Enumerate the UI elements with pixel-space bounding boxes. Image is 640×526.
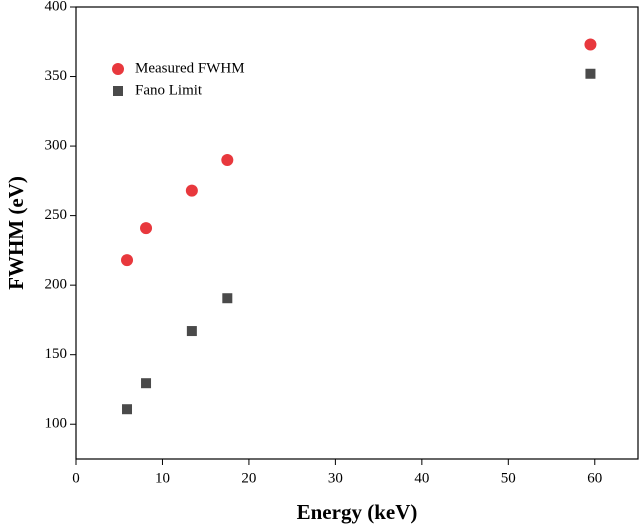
- y-tick-label: 250: [45, 207, 68, 223]
- x-tick-label: 0: [72, 470, 80, 486]
- x-tick-label: 40: [414, 470, 429, 486]
- data-point: [140, 222, 153, 235]
- data-point: [186, 326, 197, 337]
- data-point: [585, 68, 596, 79]
- y-tick-label: 150: [45, 346, 68, 362]
- y-tick-label: 100: [45, 416, 68, 432]
- y-tick-label: 200: [45, 277, 68, 293]
- x-tick-label: 60: [587, 470, 602, 486]
- x-axis-title: Energy (keV): [297, 500, 418, 524]
- legend-marker: [113, 86, 123, 96]
- plot-frame: [75, 6, 639, 460]
- y-tick-label: 350: [45, 68, 68, 84]
- data-point: [121, 254, 134, 267]
- data-point: [584, 38, 597, 51]
- x-tick-label: 50: [501, 470, 516, 486]
- x-tick-label: 10: [155, 470, 170, 486]
- data-point: [185, 184, 198, 197]
- data-point: [122, 404, 133, 415]
- y-axis-title: FWHM (eV): [4, 176, 28, 290]
- x-tick-label: 30: [328, 470, 343, 486]
- x-tick-label: 20: [241, 470, 256, 486]
- legend-label: Measured FWHM: [135, 60, 245, 76]
- data-point: [222, 293, 233, 304]
- legend-label: Fano Limit: [135, 82, 203, 98]
- data-point: [221, 153, 234, 166]
- legend-marker: [112, 63, 124, 75]
- y-tick-label: 400: [45, 0, 68, 14]
- data-point: [141, 378, 152, 389]
- y-tick-label: 300: [45, 138, 68, 154]
